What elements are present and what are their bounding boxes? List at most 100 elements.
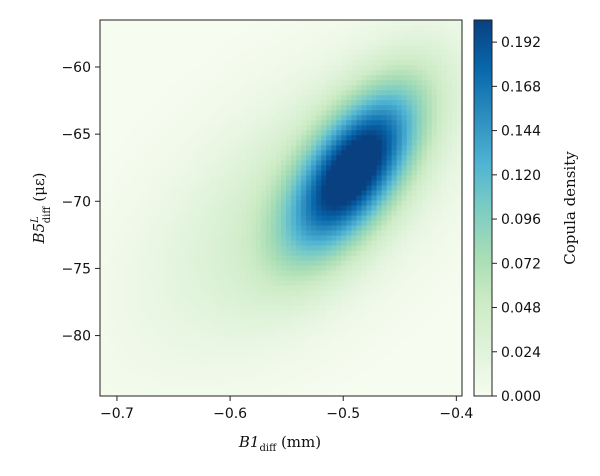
heatmap-cell: [371, 50, 378, 56]
heatmap-cell: [371, 305, 378, 312]
heatmap-cell: [351, 95, 358, 101]
heatmap-cell: [225, 290, 232, 297]
heatmap-cell: [411, 225, 418, 232]
heatmap-cell: [245, 190, 252, 197]
heatmap-cell: [165, 315, 171, 322]
heatmap-cell: [260, 265, 267, 272]
heatmap-cell: [215, 330, 222, 337]
heatmap-cell: [431, 55, 438, 61]
heatmap-cell: [135, 280, 141, 287]
heatmap-cell: [286, 280, 292, 287]
heatmap-cell: [451, 140, 458, 146]
heatmap-cell: [275, 280, 282, 287]
heatmap-cell: [376, 85, 383, 91]
heatmap-cell: [411, 55, 418, 61]
heatmap-cell: [130, 50, 136, 56]
heatmap-cell: [406, 175, 413, 182]
heatmap-cell: [100, 365, 106, 372]
heatmap-cell: [456, 355, 463, 362]
heatmap-cell: [356, 190, 363, 197]
heatmap-cell: [386, 205, 393, 212]
heatmap-cell: [245, 255, 252, 262]
heatmap-cell: [441, 110, 448, 116]
heatmap-cell: [205, 195, 212, 202]
heatmap-cell: [391, 300, 398, 307]
heatmap-cell: [416, 60, 423, 66]
heatmap-cell: [265, 345, 272, 352]
heatmap-cell: [326, 165, 332, 171]
heatmap-cell: [426, 130, 433, 136]
heatmap-cell: [195, 235, 202, 242]
heatmap-cell: [311, 225, 317, 232]
heatmap-cell: [160, 125, 166, 131]
heatmap-cell: [371, 200, 378, 207]
heatmap-cell: [140, 330, 146, 337]
heatmap-cell: [175, 45, 182, 51]
heatmap-cell: [160, 55, 166, 61]
heatmap-cell: [130, 170, 136, 177]
heatmap-cell: [351, 180, 358, 187]
heatmap-cell: [205, 325, 212, 332]
heatmap-cell: [135, 315, 141, 322]
heatmap-cell: [125, 170, 131, 177]
heatmap-cell: [351, 255, 358, 262]
heatmap-cell: [301, 55, 307, 61]
heatmap-cell: [326, 240, 332, 247]
heatmap-cell: [205, 95, 212, 101]
heatmap-cell: [456, 210, 463, 217]
heatmap-cell: [115, 330, 121, 337]
heatmap-cell: [321, 295, 327, 302]
heatmap-cell: [175, 25, 182, 31]
heatmap-cell: [446, 280, 453, 287]
heatmap-cell: [255, 345, 262, 352]
heatmap-cell: [451, 285, 458, 292]
heatmap-cell: [321, 200, 327, 207]
heatmap-cell: [225, 135, 232, 141]
heatmap-cell: [391, 230, 398, 237]
heatmap-cell: [250, 55, 257, 61]
heatmap-cell: [225, 210, 232, 217]
heatmap-cell: [351, 320, 358, 327]
heatmap-cell: [391, 95, 398, 101]
heatmap-cell: [336, 250, 342, 257]
heatmap-cell: [205, 130, 212, 136]
heatmap-cell: [240, 170, 247, 177]
heatmap-cell: [331, 140, 337, 146]
heatmap-cell: [230, 285, 237, 292]
heatmap-cell: [270, 115, 277, 121]
heatmap-cell: [436, 335, 443, 342]
heatmap-cell: [391, 160, 398, 166]
heatmap-cell: [326, 90, 332, 96]
heatmap-cell: [190, 105, 197, 111]
heatmap-cell: [235, 360, 242, 367]
heatmap-cell: [220, 280, 227, 287]
heatmap-cell: [386, 80, 393, 86]
heatmap-cell: [200, 325, 207, 332]
heatmap-cell: [301, 225, 307, 232]
heatmap-cell: [165, 300, 171, 307]
heatmap-cell: [165, 125, 171, 131]
heatmap-cell: [245, 160, 252, 166]
heatmap-cell: [235, 160, 242, 166]
heatmap-cell: [296, 35, 302, 41]
heatmap-cell: [100, 290, 106, 297]
heatmap-cell: [185, 195, 192, 202]
heatmap-cell: [451, 50, 458, 56]
heatmap-cell: [220, 265, 227, 272]
heatmap-cell: [180, 330, 187, 337]
heatmap-cell: [401, 180, 408, 187]
heatmap-cell: [346, 60, 352, 66]
heatmap-cell: [416, 105, 423, 111]
heatmap-cell: [140, 310, 146, 317]
heatmap-cell: [411, 105, 418, 111]
heatmap-cell: [311, 205, 317, 212]
heatmap-cell: [150, 30, 156, 36]
heatmap-cell: [286, 205, 292, 212]
heatmap-cell: [311, 265, 317, 272]
heatmap-cell: [346, 150, 352, 156]
heatmap-cell: [366, 320, 373, 327]
heatmap-cell: [336, 290, 342, 297]
heatmap-cell: [235, 340, 242, 347]
heatmap-cell: [376, 20, 383, 26]
heatmap-cell: [265, 185, 272, 192]
